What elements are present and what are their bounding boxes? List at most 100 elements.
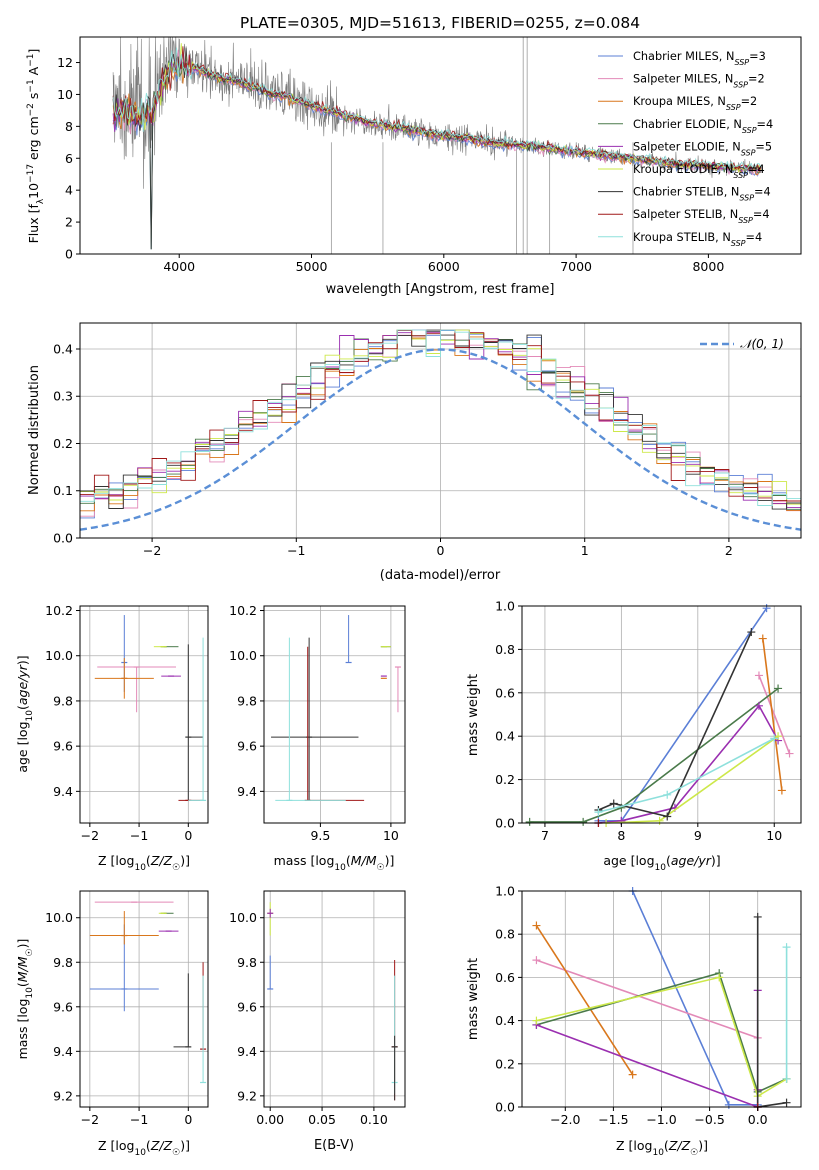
x-tick-label: 0 [184, 1112, 192, 1127]
y-tick-label: 0.3 [53, 389, 73, 404]
y-tick-label: 2 [65, 215, 73, 230]
mass-weight-marker [594, 808, 603, 817]
x-tick-label: −2 [81, 828, 99, 843]
mass-weight-marker [715, 973, 724, 982]
mass-weight-line [535, 925, 634, 1076]
y-tick-label: 9.4 [237, 1044, 257, 1059]
mass-weight-marker [663, 812, 672, 821]
x-tick-label: 9 [694, 828, 702, 843]
legend-entry: Kroupa MILES, NSSP=2 [633, 95, 757, 112]
y-tick-label: 0.2 [495, 1056, 515, 1071]
mass-weight-marker [770, 734, 779, 743]
z-weight-y-label: mass weight [466, 958, 481, 1040]
legend-entry: 𝒩(0, 1) [740, 337, 784, 351]
y-tick-label: 9.6 [237, 739, 257, 754]
y-tick-label: 0.4 [495, 729, 515, 744]
mass-weight-marker [774, 684, 783, 693]
mass-weight-line [631, 890, 758, 1106]
age-weight-x-label: age [log10(age/yr)] [603, 853, 720, 873]
y-tick-label: 0.8 [495, 927, 515, 942]
legend-entry: Salpeter MILES, NSSP=2 [633, 73, 765, 90]
mass-weight-marker [747, 628, 756, 637]
y-tick-label: 10.0 [45, 648, 73, 663]
mass-weight-marker [782, 1098, 791, 1107]
y-tick-label: 6 [65, 151, 73, 166]
x-tick-label: 8000 [692, 259, 724, 274]
mass-weight-marker [579, 817, 588, 826]
y-tick-label: 10 [57, 87, 73, 102]
legend-entry: Chabrier MILES, NSSP=3 [633, 50, 766, 67]
legend-entry: Kroupa ELODIE, NSSP=4 [633, 163, 765, 180]
spectrum-y-label: Flux [fλ10−17 erg cm−2 s−1 A−1] [26, 49, 46, 244]
x-tick-label: −1 [130, 1112, 148, 1127]
z-weight-x-label: Z [log10(Z/Z☉)] [616, 1138, 708, 1158]
mass-weight-marker [525, 817, 534, 826]
x-tick-label: 10 [766, 828, 782, 843]
x-tick-label: 6000 [428, 259, 460, 274]
model-spectrum-line [112, 47, 762, 170]
mass-weight-line [756, 916, 787, 1108]
axes-frame [79, 890, 209, 1108]
normal-reference-curve [79, 348, 802, 531]
axes-frame [79, 36, 802, 255]
mass-weight-marker [532, 921, 541, 930]
mass-weight-marker [785, 749, 794, 758]
y-tick-label: 9.6 [53, 739, 73, 754]
x-tick-label: 5000 [296, 259, 328, 274]
x-tick-label: 7000 [560, 259, 592, 274]
y-tick-label: 0.4 [53, 341, 73, 356]
y-tick-label: 0.1 [53, 483, 73, 498]
y-tick-label: 1.0 [495, 884, 515, 899]
y-tick-label: 4 [65, 183, 73, 198]
spectrum-title: PLATE=0305, MJD=51613, FIBERID=0255, z=0… [240, 14, 640, 32]
age-weight-y-label: mass weight [466, 674, 481, 756]
mass-weight-marker [724, 1100, 733, 1109]
y-tick-label: 0.6 [495, 685, 515, 700]
y-tick-label: 9.2 [53, 1088, 73, 1103]
axes-frame [79, 605, 209, 824]
mass-weight-marker [754, 701, 763, 710]
mass-weight-line [758, 675, 791, 754]
y-tick-label: 9.6 [237, 999, 257, 1014]
mass-weight-line [536, 976, 788, 1098]
y-tick-label: 10.2 [229, 603, 257, 618]
y-tick-label: 9.2 [237, 1088, 257, 1103]
axes-frame [263, 605, 406, 824]
mass-weight-marker [609, 799, 618, 808]
model-spectrum-line [112, 46, 762, 172]
x-tick-label: −0.5 [694, 1112, 724, 1127]
y-tick-label: 8 [65, 119, 73, 134]
x-tick-label: −1.0 [646, 1112, 676, 1127]
y-tick-label: 9.8 [237, 693, 257, 708]
y-tick-label: 10.0 [229, 910, 257, 925]
z-age-y-label: age [log10(age/yr)] [15, 655, 35, 772]
mass-weight-marker [532, 1016, 541, 1025]
y-tick-label: 12 [57, 55, 73, 70]
y-tick-label: 0.4 [495, 1013, 515, 1028]
y-tick-label: 0.2 [495, 772, 515, 787]
x-tick-label: 2 [725, 543, 733, 558]
y-tick-label: 0 [65, 247, 73, 262]
mass-weight-marker [782, 1074, 791, 1083]
y-tick-label: 10.0 [229, 648, 257, 663]
y-tick-label: 9.6 [53, 999, 73, 1014]
mass-weight-marker [754, 671, 763, 680]
x-tick-label: 7 [541, 828, 549, 843]
y-tick-label: 9.4 [53, 1044, 73, 1059]
x-tick-label: −1 [130, 828, 148, 843]
y-tick-label: 9.4 [237, 784, 257, 799]
y-tick-label: 0.0 [53, 531, 73, 546]
data-layer [79, 36, 802, 1111]
y-tick-label: 0.8 [495, 642, 515, 657]
z-age-x-label: Z [log10(Z/Z☉)] [98, 853, 190, 873]
mass-weight-line [762, 638, 783, 791]
y-tick-label: 9.8 [53, 693, 73, 708]
mass-weight-marker [777, 786, 786, 795]
y-tick-label: 1.0 [495, 599, 515, 614]
x-tick-label: 0.00 [256, 1112, 284, 1127]
frame-layer [76, 36, 802, 1111]
y-tick-label: 0.6 [495, 970, 515, 985]
x-tick-label: 0.0 [748, 1112, 768, 1127]
mass-weight-marker [663, 790, 672, 799]
